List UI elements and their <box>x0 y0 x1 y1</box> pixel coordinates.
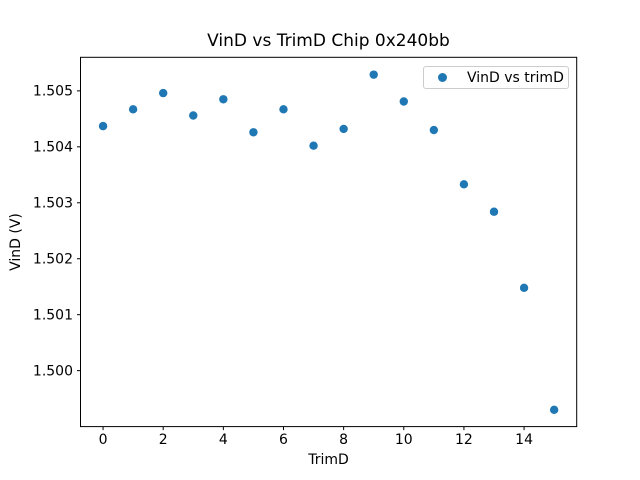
data-point <box>219 95 228 104</box>
y-tick-label: 1.500 <box>33 363 73 379</box>
legend-label: VinD vs trimD <box>467 69 564 86</box>
x-tick-label: 8 <box>339 432 348 448</box>
x-axis-label: TrimD <box>308 452 349 468</box>
data-point <box>279 105 288 114</box>
y-axis-label: VinD (V) <box>8 213 24 271</box>
data-point <box>399 97 408 106</box>
data-point <box>159 88 168 98</box>
y-tick-label: 1.501 <box>33 307 73 323</box>
data-point <box>128 105 138 114</box>
x-tick-label: 0 <box>99 432 108 448</box>
data-point <box>369 70 378 79</box>
x-tick-label: 12 <box>455 432 473 448</box>
data-point <box>459 180 469 189</box>
data-point <box>489 207 499 216</box>
legend-marker-icon <box>438 73 447 82</box>
data-point <box>429 125 439 135</box>
axes-frame <box>80 56 578 428</box>
chart-title: VinD vs TrimD Chip 0x240bb <box>207 31 450 51</box>
x-tick-label: 6 <box>279 432 288 448</box>
y-tick-label: 1.504 <box>33 140 73 156</box>
data-point <box>249 128 258 137</box>
legend: VinD vs trimD <box>423 66 569 89</box>
y-tick-label: 1.502 <box>33 251 73 267</box>
y-tick-label: 1.505 <box>33 84 73 100</box>
x-tick-label: 10 <box>395 432 413 448</box>
data-point <box>189 111 198 120</box>
data-point <box>309 141 318 150</box>
data-point <box>339 124 348 134</box>
x-tick-label: 2 <box>159 432 168 448</box>
data-point <box>549 405 559 415</box>
x-tick-label: 14 <box>515 432 533 448</box>
data-point <box>519 283 529 293</box>
y-tick-label: 1.503 <box>33 195 73 211</box>
data-point <box>98 121 108 131</box>
x-tick-label: 4 <box>219 432 228 448</box>
